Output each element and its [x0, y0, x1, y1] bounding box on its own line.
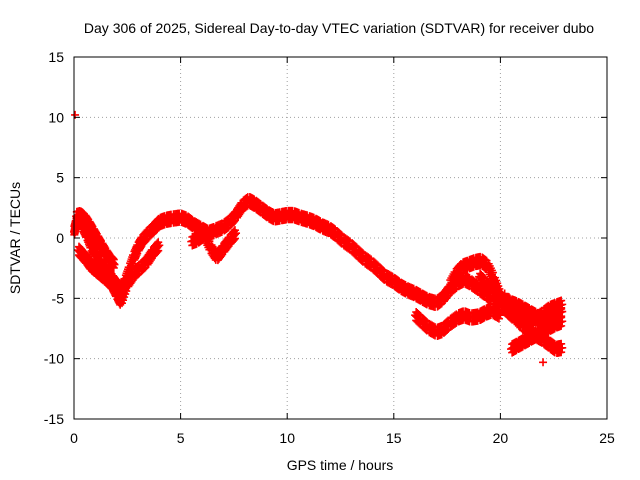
data-point	[110, 260, 119, 269]
axis-ticks	[73, 56, 608, 420]
data-points	[70, 110, 567, 367]
data-point	[558, 307, 567, 316]
data-point	[153, 247, 162, 256]
x-tick-label: 10	[279, 430, 295, 446]
data-point	[443, 292, 452, 301]
data-point	[230, 234, 239, 243]
data-point	[494, 306, 503, 315]
x-tick-label: 25	[599, 430, 615, 446]
data-point	[223, 243, 232, 252]
data-point	[557, 321, 566, 330]
data-point	[558, 343, 567, 352]
y-tick-label: 5	[56, 170, 64, 186]
x-tick-label: 5	[177, 430, 185, 446]
x-tick-label: 0	[70, 430, 78, 446]
data-point	[557, 296, 566, 305]
data-point	[122, 287, 131, 296]
x-tick-labels: 0 5 10 15 20 25	[70, 430, 615, 446]
y-tick-label: -10	[44, 351, 64, 367]
data-point	[146, 255, 155, 264]
y-axis-label: SDTVAR / TECUs	[7, 182, 23, 294]
data-point	[154, 246, 163, 255]
data-point	[539, 358, 548, 367]
y-tick-label: 0	[56, 230, 64, 246]
data-point	[488, 268, 497, 277]
data-point	[557, 339, 566, 348]
x-tick-label: 15	[386, 430, 402, 446]
data-point	[504, 293, 513, 302]
data-point	[493, 305, 502, 314]
y-tick-label: 15	[48, 49, 64, 65]
data-point	[557, 348, 566, 357]
data-point	[155, 241, 164, 250]
data-point	[558, 317, 567, 326]
data-point	[217, 251, 226, 260]
data-point	[232, 229, 241, 238]
data-point	[236, 208, 245, 217]
data-point	[229, 235, 238, 244]
data-point	[127, 277, 136, 286]
data-point	[500, 289, 509, 298]
data-point	[229, 217, 238, 226]
x-tick-label: 20	[493, 430, 509, 446]
chart-title: Day 306 of 2025, Sidereal Day-to-day VTE…	[84, 20, 594, 36]
data-point	[496, 311, 505, 320]
y-tick-label: -5	[52, 290, 65, 306]
x-axis-label: GPS time / hours	[287, 457, 394, 473]
data-point	[557, 303, 566, 312]
y-tick-labels: -15 -10 -5 0 5 10 15	[44, 49, 64, 427]
data-point	[557, 312, 566, 321]
y-tick-label: 10	[48, 109, 64, 125]
y-tick-label: -15	[44, 411, 64, 427]
